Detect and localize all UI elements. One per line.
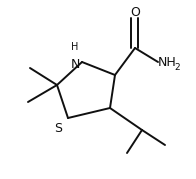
- Text: H: H: [71, 42, 79, 52]
- Text: S: S: [54, 122, 62, 134]
- Text: N: N: [70, 58, 80, 71]
- Text: 2: 2: [174, 62, 180, 71]
- Text: NH: NH: [158, 55, 177, 69]
- Text: O: O: [130, 6, 140, 20]
